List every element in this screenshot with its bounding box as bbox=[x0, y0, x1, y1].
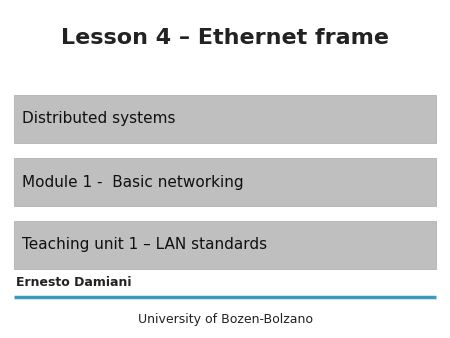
Text: Module 1 -  Basic networking: Module 1 - Basic networking bbox=[22, 174, 243, 190]
Text: Lesson 4 – Ethernet frame: Lesson 4 – Ethernet frame bbox=[61, 28, 389, 48]
FancyBboxPatch shape bbox=[14, 158, 436, 206]
Text: Distributed systems: Distributed systems bbox=[22, 112, 176, 126]
Text: Ernesto Damiani: Ernesto Damiani bbox=[16, 275, 131, 289]
FancyBboxPatch shape bbox=[14, 221, 436, 269]
Text: University of Bozen-Bolzano: University of Bozen-Bolzano bbox=[138, 314, 312, 327]
Text: Teaching unit 1 – LAN standards: Teaching unit 1 – LAN standards bbox=[22, 238, 267, 252]
FancyBboxPatch shape bbox=[14, 95, 436, 143]
